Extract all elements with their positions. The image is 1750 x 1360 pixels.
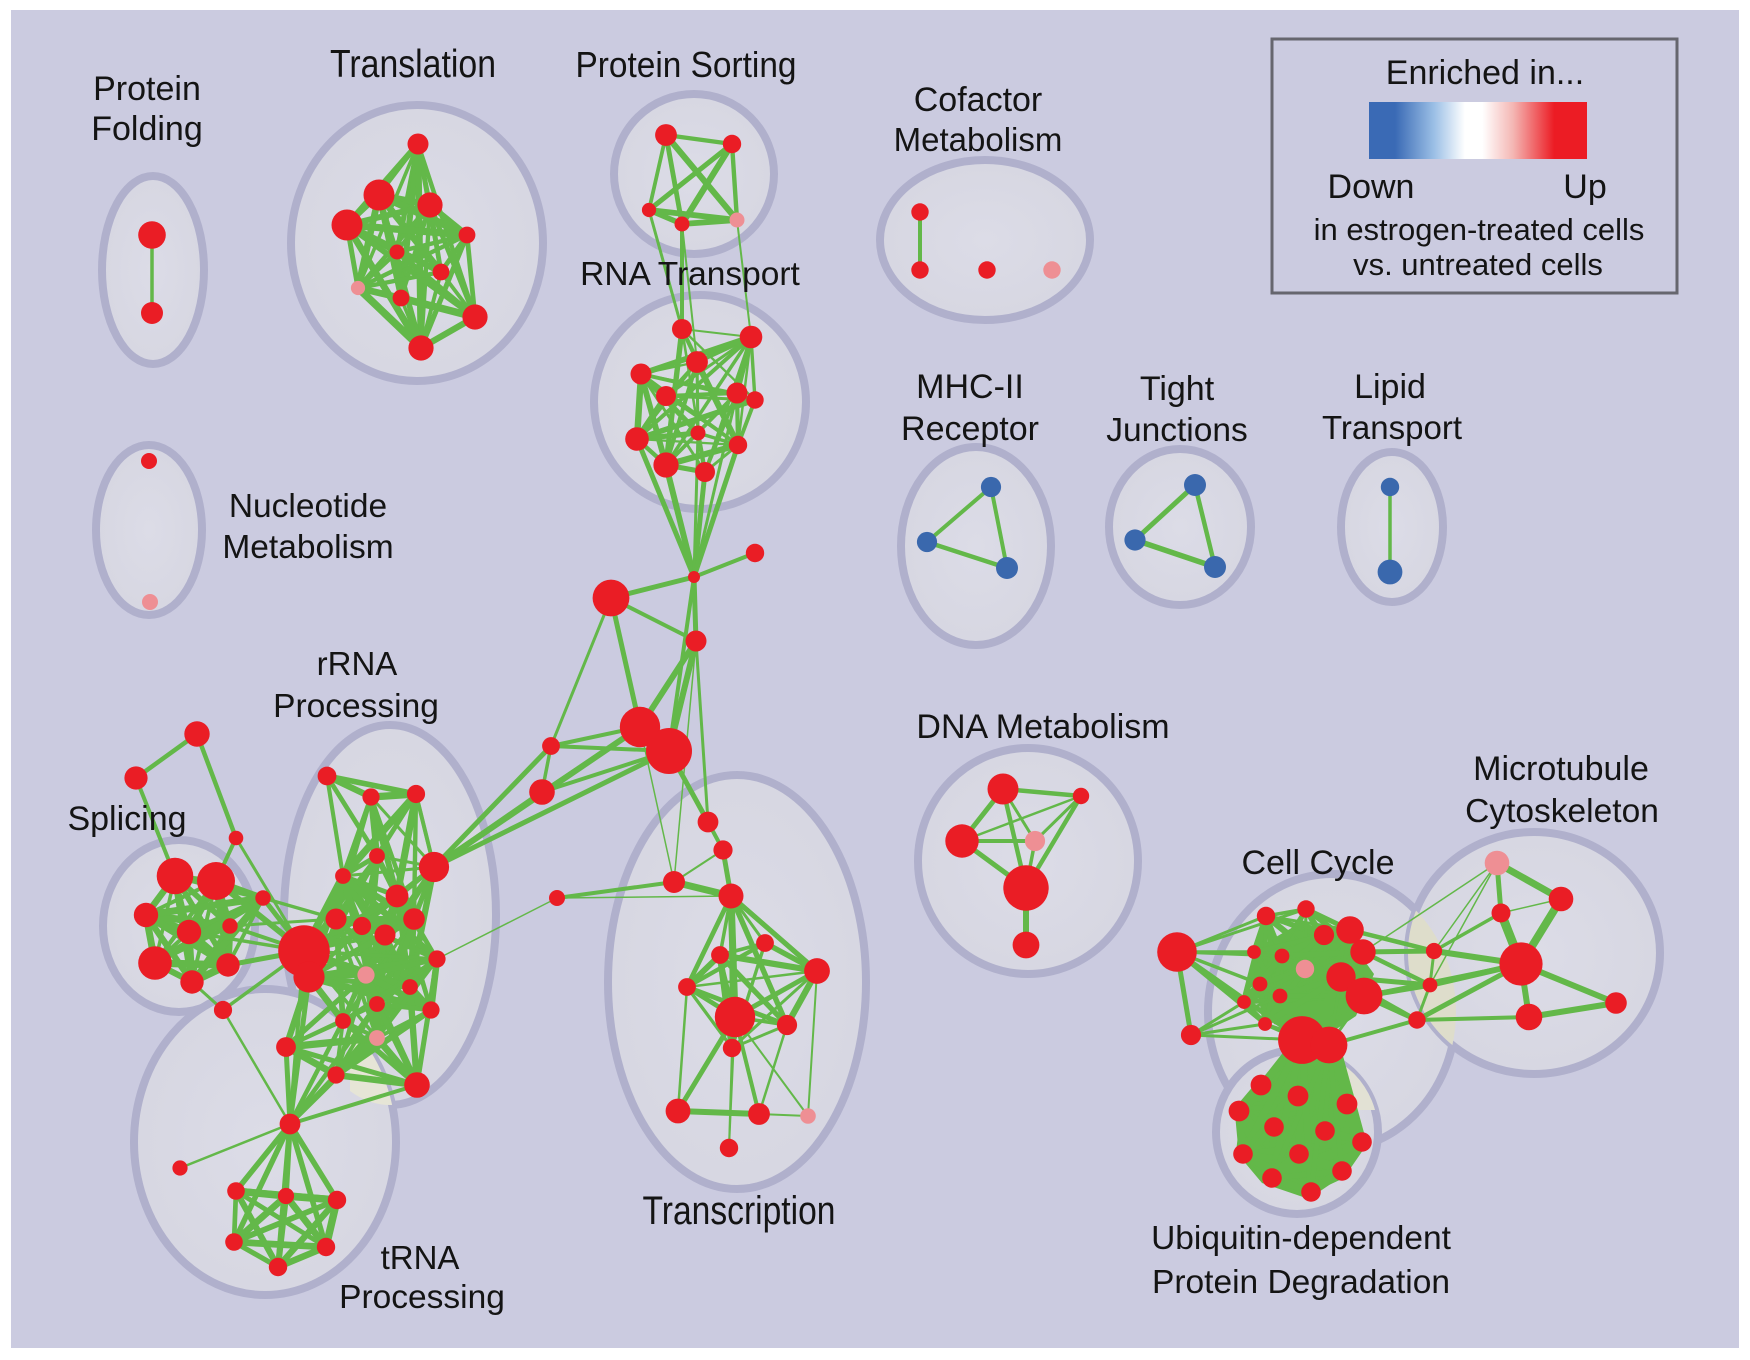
svg-text:rRNA: rRNA: [317, 645, 398, 682]
svg-text:Cell Cycle: Cell Cycle: [1241, 844, 1394, 882]
svg-text:Metabolism: Metabolism: [222, 529, 393, 566]
svg-text:Microtubule: Microtubule: [1473, 750, 1649, 788]
svg-text:Tight: Tight: [1140, 370, 1215, 408]
svg-text:tRNA: tRNA: [381, 1239, 460, 1276]
svg-text:Lipid: Lipid: [1354, 368, 1426, 406]
svg-text:vs. untreated cells: vs. untreated cells: [1353, 247, 1603, 282]
svg-text:Splicing: Splicing: [67, 800, 186, 838]
svg-text:Receptor: Receptor: [901, 410, 1039, 448]
svg-text:Cofactor: Cofactor: [914, 81, 1043, 119]
svg-text:Folding: Folding: [91, 110, 203, 148]
svg-text:Metabolism: Metabolism: [894, 121, 1063, 158]
svg-text:RNA Transport: RNA Transport: [580, 256, 800, 293]
svg-text:Protein Degradation: Protein Degradation: [1152, 1264, 1450, 1301]
svg-text:Junctions: Junctions: [1106, 412, 1248, 449]
svg-text:Protein: Protein: [93, 70, 201, 108]
svg-text:Nucleotide: Nucleotide: [229, 488, 387, 525]
svg-text:Ubiquitin-dependent: Ubiquitin-dependent: [1151, 1220, 1452, 1257]
svg-text:Processing: Processing: [273, 688, 439, 725]
svg-text:Translation: Translation: [330, 43, 496, 86]
svg-text:Processing: Processing: [339, 1279, 505, 1316]
svg-text:Up: Up: [1563, 168, 1606, 206]
svg-text:Transcription: Transcription: [643, 1189, 836, 1233]
svg-text:Cytoskeleton: Cytoskeleton: [1465, 793, 1659, 830]
svg-text:MHC-II: MHC-II: [916, 368, 1024, 406]
svg-text:DNA Metabolism: DNA Metabolism: [916, 708, 1169, 746]
svg-text:Down: Down: [1328, 168, 1415, 206]
svg-text:Enriched in...: Enriched in...: [1386, 54, 1584, 92]
svg-text:Transport: Transport: [1322, 409, 1462, 446]
svg-text:in estrogen-treated cells: in estrogen-treated cells: [1314, 212, 1645, 247]
svg-text:Protein Sorting: Protein Sorting: [576, 44, 797, 85]
